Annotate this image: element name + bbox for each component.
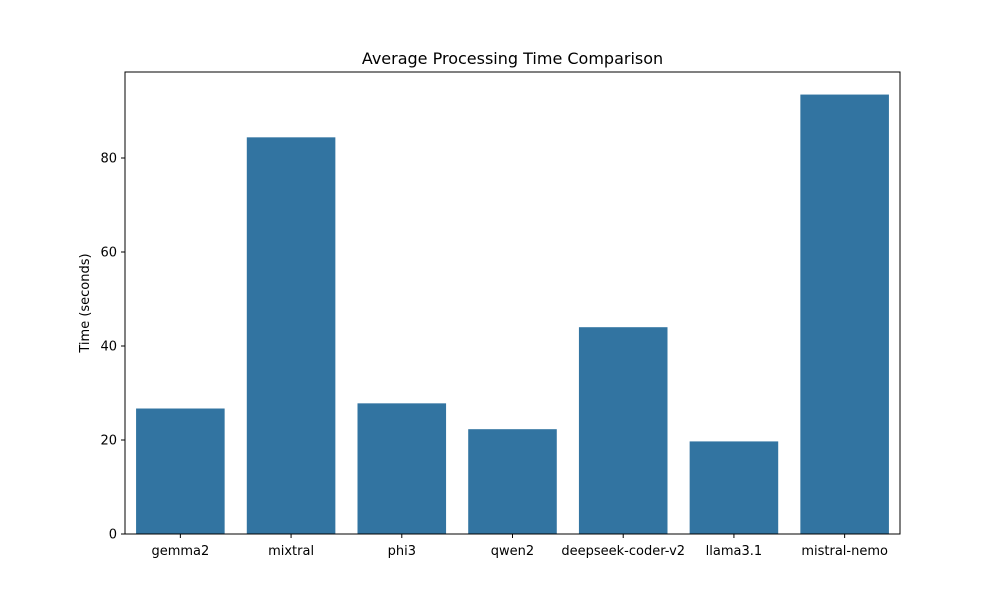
x-tick-label: mixtral <box>268 544 314 559</box>
bar-phi3 <box>357 403 447 534</box>
y-axis-label: Time (seconds) <box>78 253 93 353</box>
x-tick-label: mistral-nemo <box>801 544 888 559</box>
bar-mistral-nemo <box>800 94 889 534</box>
x-tick-label: qwen2 <box>491 544 534 559</box>
bar-llama3.1 <box>689 441 779 534</box>
bar-mixtral <box>246 137 336 534</box>
plot-frame <box>124 71 901 535</box>
x-tick-label: gemma2 <box>151 544 209 559</box>
x-axis: gemma2 mixtral phi3 qwen2 deepseek-coder-v2 l… <box>151 534 888 559</box>
bar-gemma2 <box>136 408 225 534</box>
y-axis: 0 20 40 60 80 <box>100 152 125 543</box>
y-tick-label: 60 <box>100 246 117 261</box>
y-tick-label: 0 <box>109 528 117 543</box>
bars-group <box>136 94 889 534</box>
x-tick-label: llama3.1 <box>706 544 763 559</box>
y-tick-label: 80 <box>100 152 117 167</box>
chart-title: Average Processing Time Comparison <box>362 49 663 68</box>
bar-deepseek-coder-v2 <box>578 327 668 534</box>
y-tick-label: 40 <box>100 340 117 355</box>
x-tick-label: deepseek-coder-v2 <box>561 544 685 559</box>
bar-qwen2 <box>468 429 557 534</box>
x-tick-label: phi3 <box>388 544 416 559</box>
y-tick-label: 20 <box>100 434 117 449</box>
